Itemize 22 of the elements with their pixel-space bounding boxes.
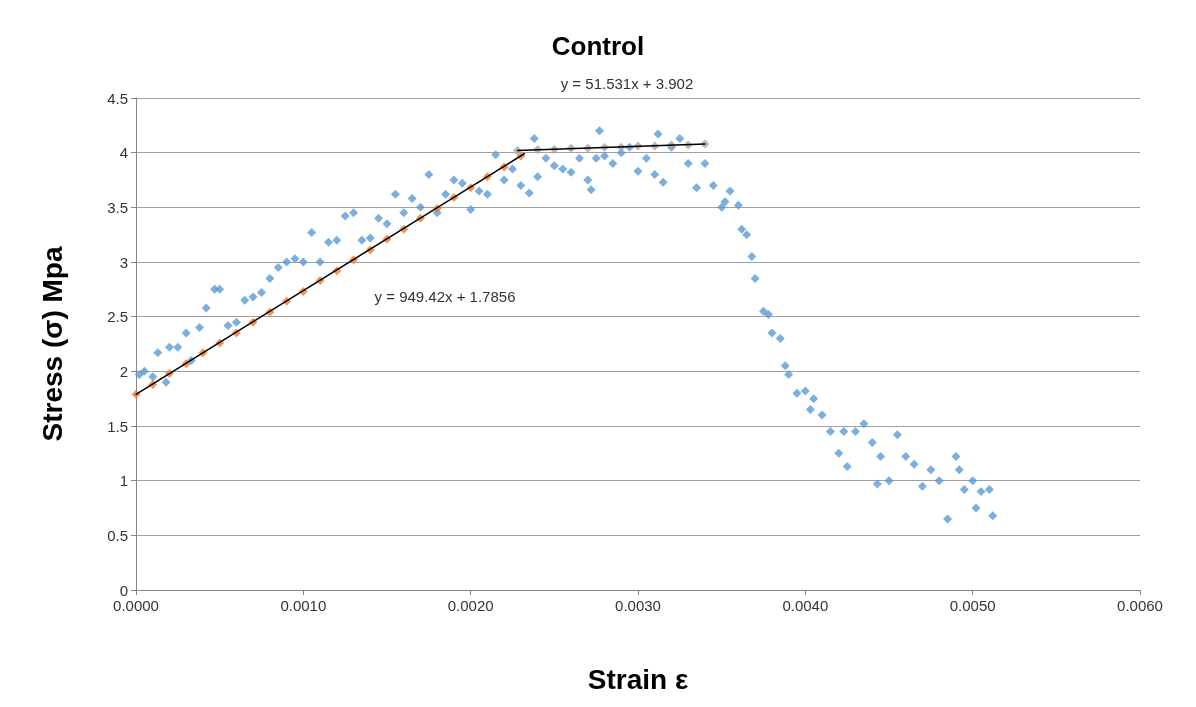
text: y = 51.531x + 3.902 <box>560 74 694 92</box>
x-axis-title: Strain ε <box>587 663 689 695</box>
y-tick-label: 0.5 <box>107 526 128 544</box>
y-tick-label: 0 <box>119 581 128 599</box>
annotation: y = 949.42x + 1.7856 <box>374 287 516 305</box>
x-tick-label: 0.0050 <box>949 597 996 614</box>
chart-title: Control <box>551 31 645 61</box>
x-tick-label: 0.0000 <box>113 597 159 614</box>
y-tick-label: 2.5 <box>107 308 128 326</box>
y-tick-label: 1.5 <box>107 417 128 435</box>
y-tick-label: 3 <box>119 253 128 271</box>
y-axis-title: Stress (σ) Mpa <box>36 246 68 442</box>
y-tick-label: 4 <box>119 144 128 162</box>
x-tick-label: 0.0020 <box>447 597 494 614</box>
y-tick-label: 2 <box>119 362 128 380</box>
x-tick-label: 0.0040 <box>782 597 829 614</box>
x-tick-label: 0.0030 <box>615 597 661 614</box>
y-tick-label: 4.5 <box>107 89 128 107</box>
x-tick-label: 0.0060 <box>1117 597 1163 614</box>
x-tick-label: 0.0010 <box>280 597 327 614</box>
y-tick-label: 1 <box>119 472 128 490</box>
y-tick-label: 3.5 <box>107 198 128 216</box>
